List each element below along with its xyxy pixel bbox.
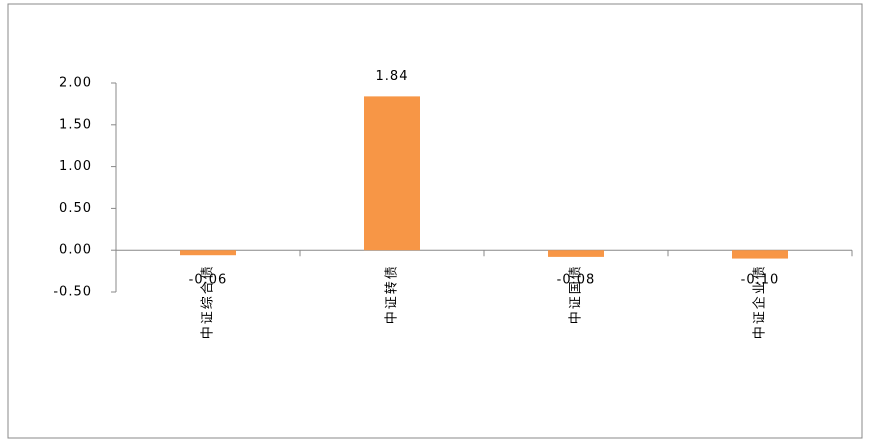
y-tick-label: 0.50 (59, 201, 92, 216)
y-tick-label: 2.00 (59, 76, 92, 91)
x-tick-label: 中证国债 (569, 264, 584, 324)
value-label: 1.84 (376, 69, 409, 84)
value-label: -0.10 (741, 273, 780, 288)
y-tick-label: 1.50 (59, 117, 92, 132)
value-label: -0.08 (557, 273, 596, 288)
x-tick-label: 中证综合债 (201, 264, 216, 339)
y-tick-label: -0.50 (53, 285, 92, 300)
y-tick-label: 1.00 (59, 159, 92, 174)
bar (548, 250, 604, 257)
x-tick-label: 中证转债 (385, 264, 400, 324)
bar (364, 96, 420, 251)
bar (180, 250, 236, 256)
chart-frame (7, 3, 863, 439)
y-tick-label: 0.00 (59, 243, 92, 258)
value-label: -0.06 (189, 273, 228, 288)
bar (732, 250, 788, 259)
x-tick-label: 中证企业债 (752, 264, 768, 339)
